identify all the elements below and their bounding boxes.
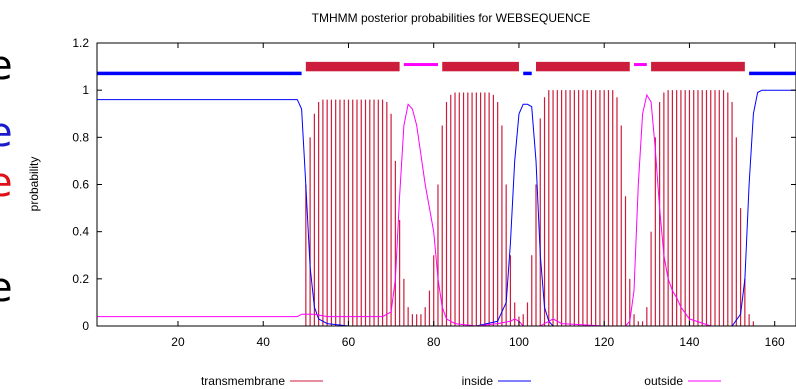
y-tick-label: 0.4 bbox=[72, 225, 89, 239]
y-axis-label: probability bbox=[27, 157, 41, 212]
x-tick-label: 100 bbox=[509, 335, 529, 349]
y-tick-label: 0.8 bbox=[72, 130, 89, 144]
topology-transmembrane-bar bbox=[442, 61, 519, 72]
topology-transmembrane-bar bbox=[305, 61, 400, 72]
topology-outside-bar bbox=[403, 63, 438, 67]
topology-outside-bar bbox=[634, 63, 647, 67]
transmembrane-impulses bbox=[305, 90, 754, 326]
legend-label-transmembrane: transmembrane bbox=[201, 374, 285, 388]
y-axis: 0 0.2 0.4 0.6 0.8 1 1.2 bbox=[72, 36, 796, 333]
x-tick-label: 140 bbox=[679, 335, 699, 349]
y-tick-label: 1.2 bbox=[72, 36, 89, 50]
topology-transmembrane-bar bbox=[651, 61, 745, 72]
x-tick-label: 40 bbox=[257, 335, 271, 349]
topology-bars bbox=[97, 61, 796, 76]
y-tick-label: 0 bbox=[82, 319, 89, 333]
left-fragment-1: e bbox=[0, 43, 13, 89]
topology-inside-bar bbox=[749, 71, 796, 76]
topology-inside-bar bbox=[523, 71, 532, 76]
legend: transmembrane inside outside bbox=[201, 374, 721, 388]
left-fragment-4: e bbox=[0, 265, 13, 311]
chart-title: TMHMM posterior probabilities for WEBSEQ… bbox=[312, 11, 591, 25]
legend-label-outside: outside bbox=[644, 374, 683, 388]
topology-transmembrane-bar bbox=[536, 61, 630, 72]
x-tick-label: 80 bbox=[427, 335, 441, 349]
y-tick-label: 1 bbox=[82, 83, 89, 97]
x-tick-label: 60 bbox=[342, 335, 356, 349]
topology-inside-bar bbox=[97, 71, 302, 76]
x-axis: 20 40 60 80 100 120 140 160 bbox=[171, 43, 785, 349]
x-tick-label: 160 bbox=[765, 335, 785, 349]
left-fragment-2: e bbox=[0, 110, 13, 156]
y-tick-label: 0.2 bbox=[72, 272, 89, 286]
inside-line bbox=[97, 89, 796, 327]
left-fragment-3: e bbox=[0, 160, 13, 206]
x-tick-label: 20 bbox=[171, 335, 185, 349]
x-tick-label: 120 bbox=[594, 335, 614, 349]
y-tick-label: 0.6 bbox=[72, 178, 89, 192]
legend-label-inside: inside bbox=[462, 374, 494, 388]
